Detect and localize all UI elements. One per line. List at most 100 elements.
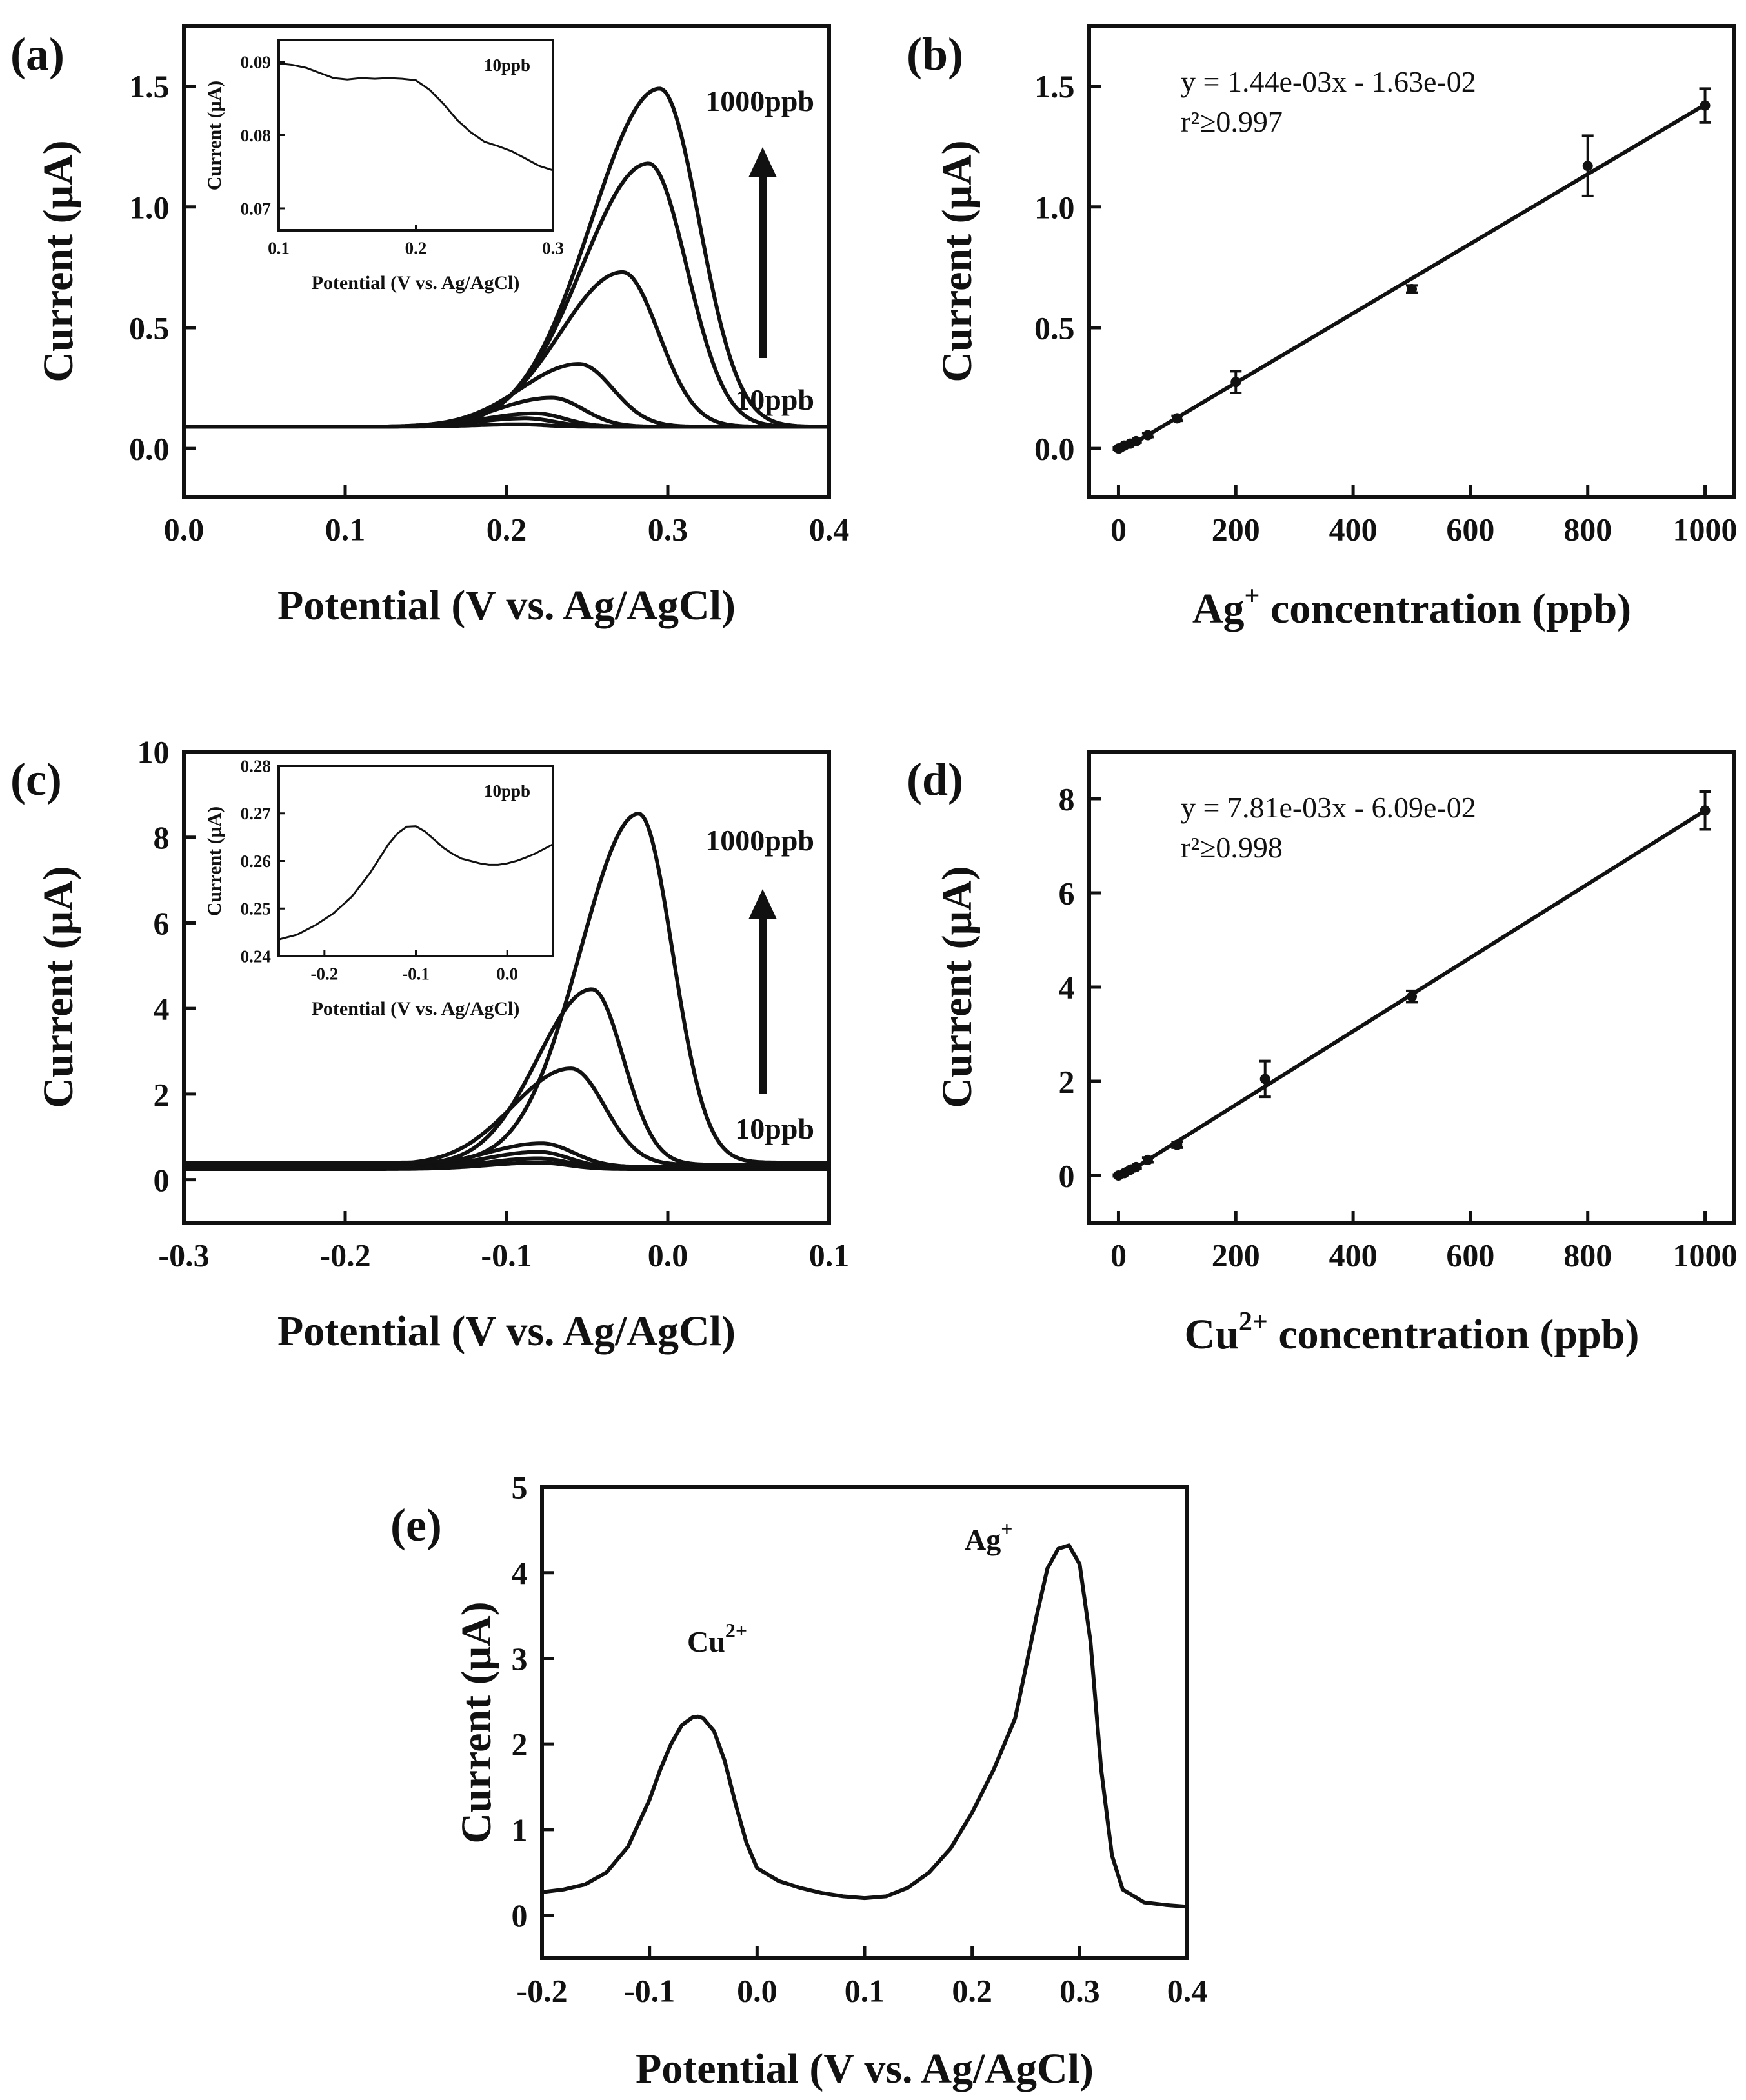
- panel-d-xlabel-main: Cu: [1185, 1311, 1239, 1358]
- panel-b-equation: y = 1.44e-03x - 1.63e-02: [1181, 65, 1476, 98]
- panel-e-xtick-label-2: 0.0: [737, 1973, 778, 2009]
- panel-d-point-4: [1142, 1154, 1153, 1165]
- panel-b-xlabel: Ag+ concentration (ppb): [1192, 581, 1631, 632]
- panel-a-xtick-label-3: 0.3: [648, 512, 688, 548]
- panel-d-xlabel-rest: concentration (ppb): [1268, 1311, 1640, 1358]
- panel-d-point-7: [1407, 991, 1417, 1002]
- panel-e-label: (e): [390, 1499, 442, 1551]
- panel-b-xlabel-main: Ag: [1192, 585, 1245, 632]
- panel-b-ytick-label-0: 0.0: [1034, 431, 1075, 467]
- panel-e-xtick-label-1: -0.1: [624, 1973, 675, 2009]
- panel-c: (c) -0.3 -0.2 -0.1 0.0 0.1 0 2 4 6 8 10 Potential …: [10, 734, 849, 1355]
- panel-d-xtick-label-4: 800: [1563, 1237, 1612, 1274]
- panel-d-point-8: [1700, 805, 1711, 816]
- panel-a-label: (a): [10, 28, 65, 80]
- panel-b-ytick-label-1: 0.5: [1034, 310, 1075, 346]
- panel-c-ylabel: Current (μA): [35, 866, 82, 1108]
- panel-a-annotation-bottom: 10ppb: [735, 383, 814, 416]
- panel-a-ytick-label-1: 0.5: [129, 310, 170, 346]
- panel-b-points: [1112, 87, 1711, 454]
- panel-e-plot-frame: [540, 1485, 1189, 1960]
- panel-c-xtick-label-0: -0.3: [158, 1237, 209, 1274]
- panel-a-inset-ylabel: Current (μA): [204, 81, 225, 191]
- panel-b-point-8: [1582, 161, 1593, 172]
- panel-e-annotation-ag-main: Ag: [965, 1523, 1001, 1556]
- panel-e-ytick-label-4: 4: [512, 1555, 528, 1591]
- panel-d-points: [1112, 790, 1711, 1181]
- panel-c-ytick-label-5: 10: [137, 734, 170, 770]
- panel-b-point-5: [1172, 413, 1183, 424]
- panel-d-point-6: [1259, 1074, 1270, 1085]
- panel-b-ticks: 0 200 400 600 800 1000 0.0 0.5 1.0 1.5: [1034, 68, 1738, 547]
- panel-d-xlabel-sup: 2+: [1239, 1307, 1268, 1337]
- panel-e-ytick-label-5: 5: [512, 1470, 528, 1506]
- panel-c-inset-ticks: -0.2 -0.1 0.0 0.24 0.25 0.26 0.27 0.28: [241, 756, 518, 983]
- panel-e-ytick-label-2: 2: [512, 1726, 528, 1763]
- panel-d-point-3: [1130, 1161, 1141, 1172]
- panel-e-xtick-label-5: 0.3: [1059, 1973, 1100, 2009]
- panel-b-point-4: [1142, 430, 1153, 441]
- panel-a-inset-xtick-label-2: 0.3: [542, 238, 564, 257]
- panel-c-annotation-top: 1000ppb: [705, 824, 814, 857]
- panel-d-ytick-label-3: 6: [1059, 875, 1075, 912]
- panel-c-ytick-label-1: 2: [154, 1076, 170, 1112]
- panel-d-xtick-label-0: 0: [1110, 1237, 1127, 1274]
- panel-c-ytick-label-4: 8: [154, 819, 170, 855]
- panel-e-ticks: -0.2 -0.1 0.0 0.1 0.2 0.3 0.4 0 1 2 3 4 5: [512, 1470, 1208, 2009]
- panel-a-ytick-label-0: 0.0: [129, 431, 170, 467]
- panel-b-xtick-label-1: 200: [1212, 512, 1260, 548]
- panel-a-inset-ytick-label-0: 0.07: [241, 199, 271, 218]
- panel-e-xlabel: Potential (V vs. Ag/AgCl): [636, 2045, 1094, 2092]
- panel-c-xlabel: Potential (V vs. Ag/AgCl): [277, 1308, 736, 1355]
- panel-d-xlabel: Cu2+ concentration (ppb): [1185, 1307, 1640, 1358]
- panel-c-series-6: [182, 812, 831, 1165]
- panel-a-ytick-label-2: 1.0: [129, 189, 170, 225]
- panel-d-xtick-label-1: 200: [1212, 1237, 1260, 1274]
- panel-c-inset-curve: [278, 825, 554, 941]
- panel-c-inset-ylabel: Current (μA): [204, 806, 225, 917]
- panel-a-inset-xlabel: Potential (V vs. Ag/AgCl): [312, 272, 520, 294]
- panel-a-ylabel: Current (μA): [35, 140, 82, 382]
- panel-a-inset-ticks: 0.1 0.2 0.3 0.07 0.08 0.09: [241, 52, 564, 257]
- panel-a-inset: 0.1 0.2 0.3 0.07 0.08 0.09 10ppb Potential (V…: [204, 39, 564, 294]
- panel-c-inset-xtick-label-1: -0.1: [402, 964, 430, 983]
- panel-e-xtick-label-3: 0.1: [845, 1973, 885, 2009]
- panel-c-annotation-bottom: 10ppb: [735, 1112, 814, 1145]
- panel-e-ylabel: Current (μA): [453, 1601, 500, 1843]
- panel-b-label: (b): [907, 28, 963, 80]
- panel-c-ytick-label-0: 0: [154, 1162, 170, 1198]
- panel-e-ytick-label-3: 3: [512, 1641, 528, 1677]
- panel-c-inset-ytick-label-0: 0.24: [241, 946, 271, 966]
- panel-e-ytick-label-1: 1: [512, 1812, 528, 1848]
- panel-c-inset-ytick-label-1: 0.25: [241, 899, 271, 919]
- panel-e-annotation-ag: Ag+: [965, 1517, 1012, 1556]
- panel-c-xtick-label-1: -0.2: [319, 1237, 370, 1274]
- panel-b-xtick-label-3: 600: [1446, 512, 1494, 548]
- panel-e-xtick-label-0: -0.2: [516, 1973, 567, 2009]
- panel-a-xtick-label-4: 0.4: [809, 512, 850, 548]
- panel-c-inset-xtick-label-2: 0.0: [496, 964, 518, 983]
- panel-b-xlabel-rest: concentration (ppb): [1259, 585, 1631, 632]
- panel-c-inset-xtick-label-0: -0.2: [310, 964, 338, 983]
- panel-b-ylabel: Current (μA): [934, 140, 981, 382]
- panel-a-inset-xtick-label-0: 0.1: [268, 238, 290, 257]
- panel-a-arrow: [748, 147, 777, 358]
- panel-d-xtick-label-2: 400: [1329, 1237, 1378, 1274]
- panel-a-ytick-label-3: 1.5: [129, 68, 170, 105]
- panel-b: (b) 0 200 400 600 800 1000 0.0 0.5 1.0 1.5 y = 1.…: [907, 24, 1738, 632]
- panel-b-fit-line: [1117, 103, 1707, 454]
- panel-d-label: (d): [907, 754, 963, 805]
- panel-c-inset-ytick-label-2: 0.26: [241, 852, 271, 871]
- panel-b-xtick-label-4: 800: [1563, 512, 1612, 548]
- panel-e: (e) -0.2 -0.1 0.0 0.1 0.2 0.3 0.4 0 1 2 3 4 5 Cu2+ A…: [390, 1470, 1207, 2093]
- panel-d-equation: y = 7.81e-03x - 6.09e-02: [1181, 791, 1476, 824]
- panel-e-xtick-label-6: 0.4: [1167, 1973, 1208, 2009]
- panel-c-label: (c): [10, 754, 62, 805]
- panel-c-arrow-head: [748, 889, 777, 919]
- panel-e-annotation-ag-sup: +: [1001, 1517, 1012, 1540]
- panel-a-series-7: [182, 86, 831, 429]
- panel-c-ytick-label-3: 6: [154, 905, 170, 941]
- panel-b-ytick-label-2: 1.0: [1034, 189, 1075, 225]
- panel-a-xtick-label-1: 0.1: [325, 512, 366, 548]
